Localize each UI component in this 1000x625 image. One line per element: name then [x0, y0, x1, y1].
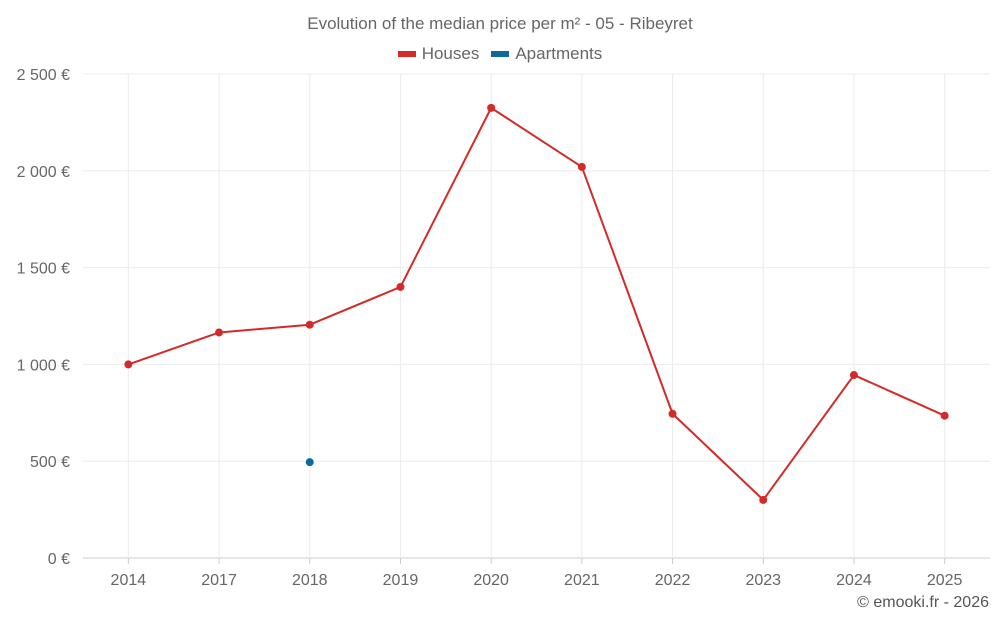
y-tick-label: 500 €	[30, 454, 70, 471]
y-tick-label: 2 500 €	[17, 67, 70, 84]
x-tick-label: 2014	[111, 572, 147, 589]
series-line-houses	[128, 106, 946, 501]
x-tick-label: 2019	[383, 572, 419, 589]
x-tick-label: 2021	[564, 572, 600, 589]
data-point-houses	[577, 162, 586, 171]
legend-swatch-houses	[397, 51, 416, 57]
data-point-houses	[215, 328, 224, 337]
legend-swatch-apartments	[491, 51, 510, 57]
data-point-houses	[396, 282, 405, 291]
data-point-houses	[759, 495, 768, 504]
data-point-apartments	[305, 458, 314, 467]
data-point-houses	[487, 103, 496, 112]
data-point-houses	[668, 409, 677, 418]
chart-title: Evolution of the median price per m² - 0…	[307, 14, 693, 33]
x-tick-label: 2023	[745, 572, 781, 589]
y-tick-label: 1 500 €	[17, 261, 70, 278]
legend-item-houses[interactable]: Houses	[397, 44, 480, 64]
y-tick-label: 1 000 €	[17, 357, 70, 374]
x-tick-label: 2024	[836, 572, 872, 589]
y-tick-label: 2 000 €	[17, 164, 70, 181]
x-tick-label: 2020	[473, 572, 509, 589]
x-tick-label: 2018	[292, 572, 328, 589]
data-point-houses	[940, 411, 949, 420]
legend-label-apartments: Apartments	[515, 44, 603, 63]
chart-legend: Houses Apartments	[0, 44, 1000, 64]
x-tick-label: 2022	[655, 572, 691, 589]
data-point-houses	[305, 320, 314, 329]
y-tick-label: 0 €	[48, 551, 70, 568]
data-point-houses	[849, 371, 858, 380]
legend-label-houses: Houses	[421, 44, 480, 63]
data-point-houses	[124, 360, 133, 369]
legend-item-apartments[interactable]: Apartments	[491, 44, 602, 64]
x-tick-label: 2017	[201, 572, 237, 589]
x-tick-label: 2025	[927, 572, 963, 589]
credit-text: © emooki.fr - 2026	[857, 594, 989, 611]
